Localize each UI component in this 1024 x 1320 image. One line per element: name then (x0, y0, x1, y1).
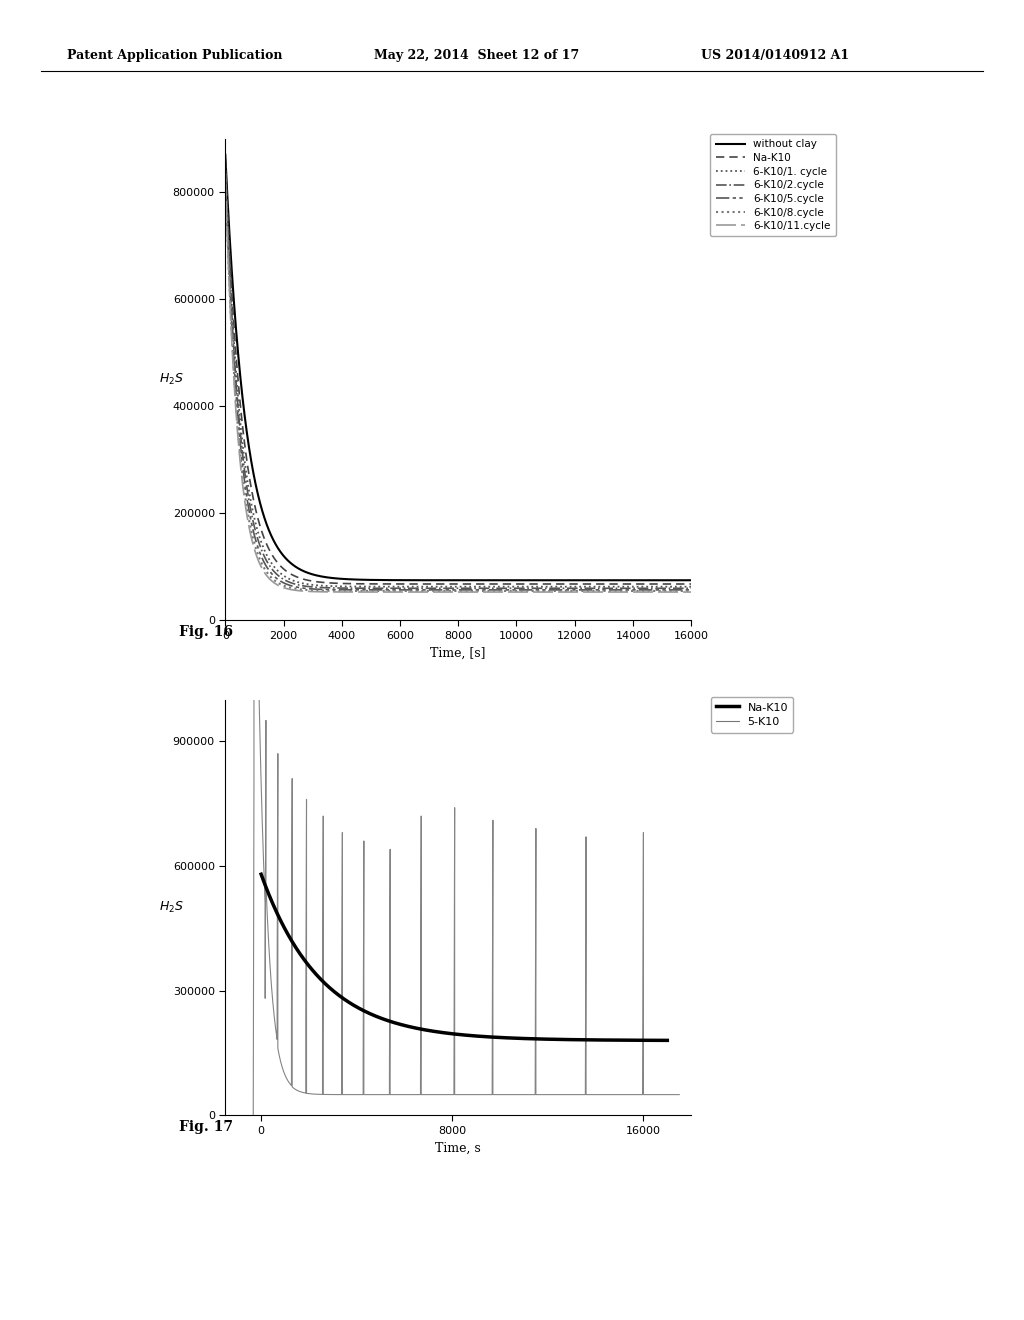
X-axis label: Time, s: Time, s (435, 1142, 481, 1155)
Legend: Na-K10, 5-K10: Na-K10, 5-K10 (711, 697, 794, 733)
Text: May 22, 2014  Sheet 12 of 17: May 22, 2014 Sheet 12 of 17 (374, 49, 579, 62)
Text: $H_2S$: $H_2S$ (160, 372, 184, 387)
X-axis label: Time, [s]: Time, [s] (430, 647, 486, 660)
Legend: without clay, Na-K10, 6-K10/1. cycle, 6-K10/2.cycle, 6-K10/5.cycle, 6-K10/8.cycl: without clay, Na-K10, 6-K10/1. cycle, 6-… (711, 135, 836, 236)
Text: US 2014/0140912 A1: US 2014/0140912 A1 (701, 49, 850, 62)
Text: Fig. 17: Fig. 17 (179, 1121, 233, 1134)
Text: Fig. 16: Fig. 16 (179, 626, 233, 639)
Text: Patent Application Publication: Patent Application Publication (67, 49, 282, 62)
Text: $H_2S$: $H_2S$ (160, 900, 184, 915)
